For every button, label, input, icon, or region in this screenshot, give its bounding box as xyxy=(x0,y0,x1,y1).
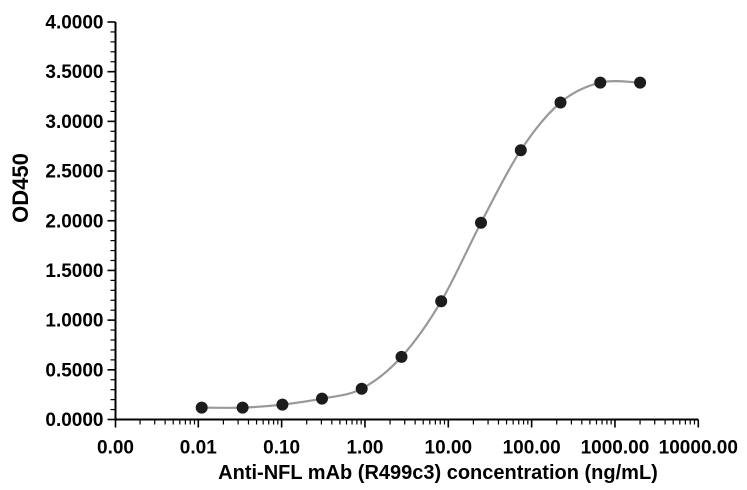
data-point xyxy=(276,398,289,411)
y-tick-label: 1.5000 xyxy=(45,261,103,282)
data-point xyxy=(435,295,448,308)
x-tick-label: 1000.00 xyxy=(581,438,650,459)
y-tick-label: 4.0000 xyxy=(45,13,103,34)
y-tick-label: 3.0000 xyxy=(45,112,103,133)
data-point xyxy=(554,96,567,109)
x-tick-label: 0.01 xyxy=(180,438,217,459)
data-point xyxy=(594,76,607,89)
x-tick-label: 0.10 xyxy=(263,438,300,459)
data-point xyxy=(514,144,527,157)
data-point xyxy=(236,401,249,414)
data-point xyxy=(634,76,647,89)
data-point xyxy=(395,350,408,363)
x-tick-label: 0.00 xyxy=(97,438,134,459)
y-tick-label: 1.0000 xyxy=(45,311,103,332)
data-point xyxy=(316,392,328,405)
data-point xyxy=(355,382,368,395)
x-tick-label: 10.00 xyxy=(425,438,473,459)
y-axis-title: OD450 xyxy=(8,153,33,223)
x-tick-label: 100.00 xyxy=(503,438,561,459)
x-tick-label: 10000.00 xyxy=(659,438,738,459)
x-tick-label: 1.00 xyxy=(346,438,383,459)
y-tick-label: 3.5000 xyxy=(45,62,103,83)
data-point xyxy=(475,216,487,229)
series-line xyxy=(201,80,641,409)
y-tick-label: 0.0000 xyxy=(45,410,103,431)
y-tick-label: 0.5000 xyxy=(45,360,103,381)
x-axis-title: Anti-NFL mAb (R499c3) concentration (ng/… xyxy=(218,462,658,484)
y-tick-label: 2.5000 xyxy=(45,162,103,183)
y-tick-label: 2.0000 xyxy=(45,211,103,232)
data-point xyxy=(195,401,208,414)
